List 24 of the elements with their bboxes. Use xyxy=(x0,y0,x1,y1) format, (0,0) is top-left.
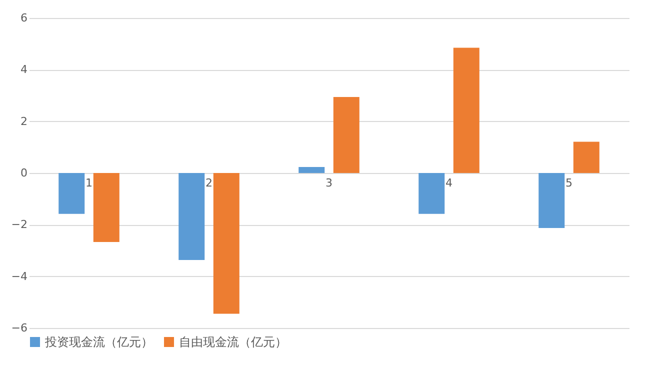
x-tick-label: 3 xyxy=(326,176,332,190)
bar xyxy=(573,142,600,173)
bar xyxy=(58,173,85,214)
y-tick-label: −2 xyxy=(11,218,28,232)
y-tick-label: −6 xyxy=(11,322,28,334)
x-tick-label: 2 xyxy=(206,176,212,190)
y-tick-label: −4 xyxy=(11,270,28,283)
y-tick-label: 4 xyxy=(20,63,28,76)
bar xyxy=(178,173,205,260)
legend-label: 投资现金流（亿元） xyxy=(44,335,153,349)
bar xyxy=(333,97,360,173)
y-tick-label: 6 xyxy=(20,12,28,24)
bar xyxy=(418,173,445,214)
y-tick-label: 2 xyxy=(20,114,28,128)
bar xyxy=(453,48,480,173)
bar xyxy=(298,167,325,173)
bar xyxy=(213,173,240,314)
x-tick-label: 5 xyxy=(566,176,572,190)
legend-label: 自由现金流（亿元） xyxy=(179,335,287,349)
x-tick-label: 4 xyxy=(446,176,452,190)
x-tick-label: 1 xyxy=(86,176,92,190)
y-tick-label: 0 xyxy=(20,166,28,180)
bar xyxy=(538,173,565,228)
bar xyxy=(93,173,120,242)
